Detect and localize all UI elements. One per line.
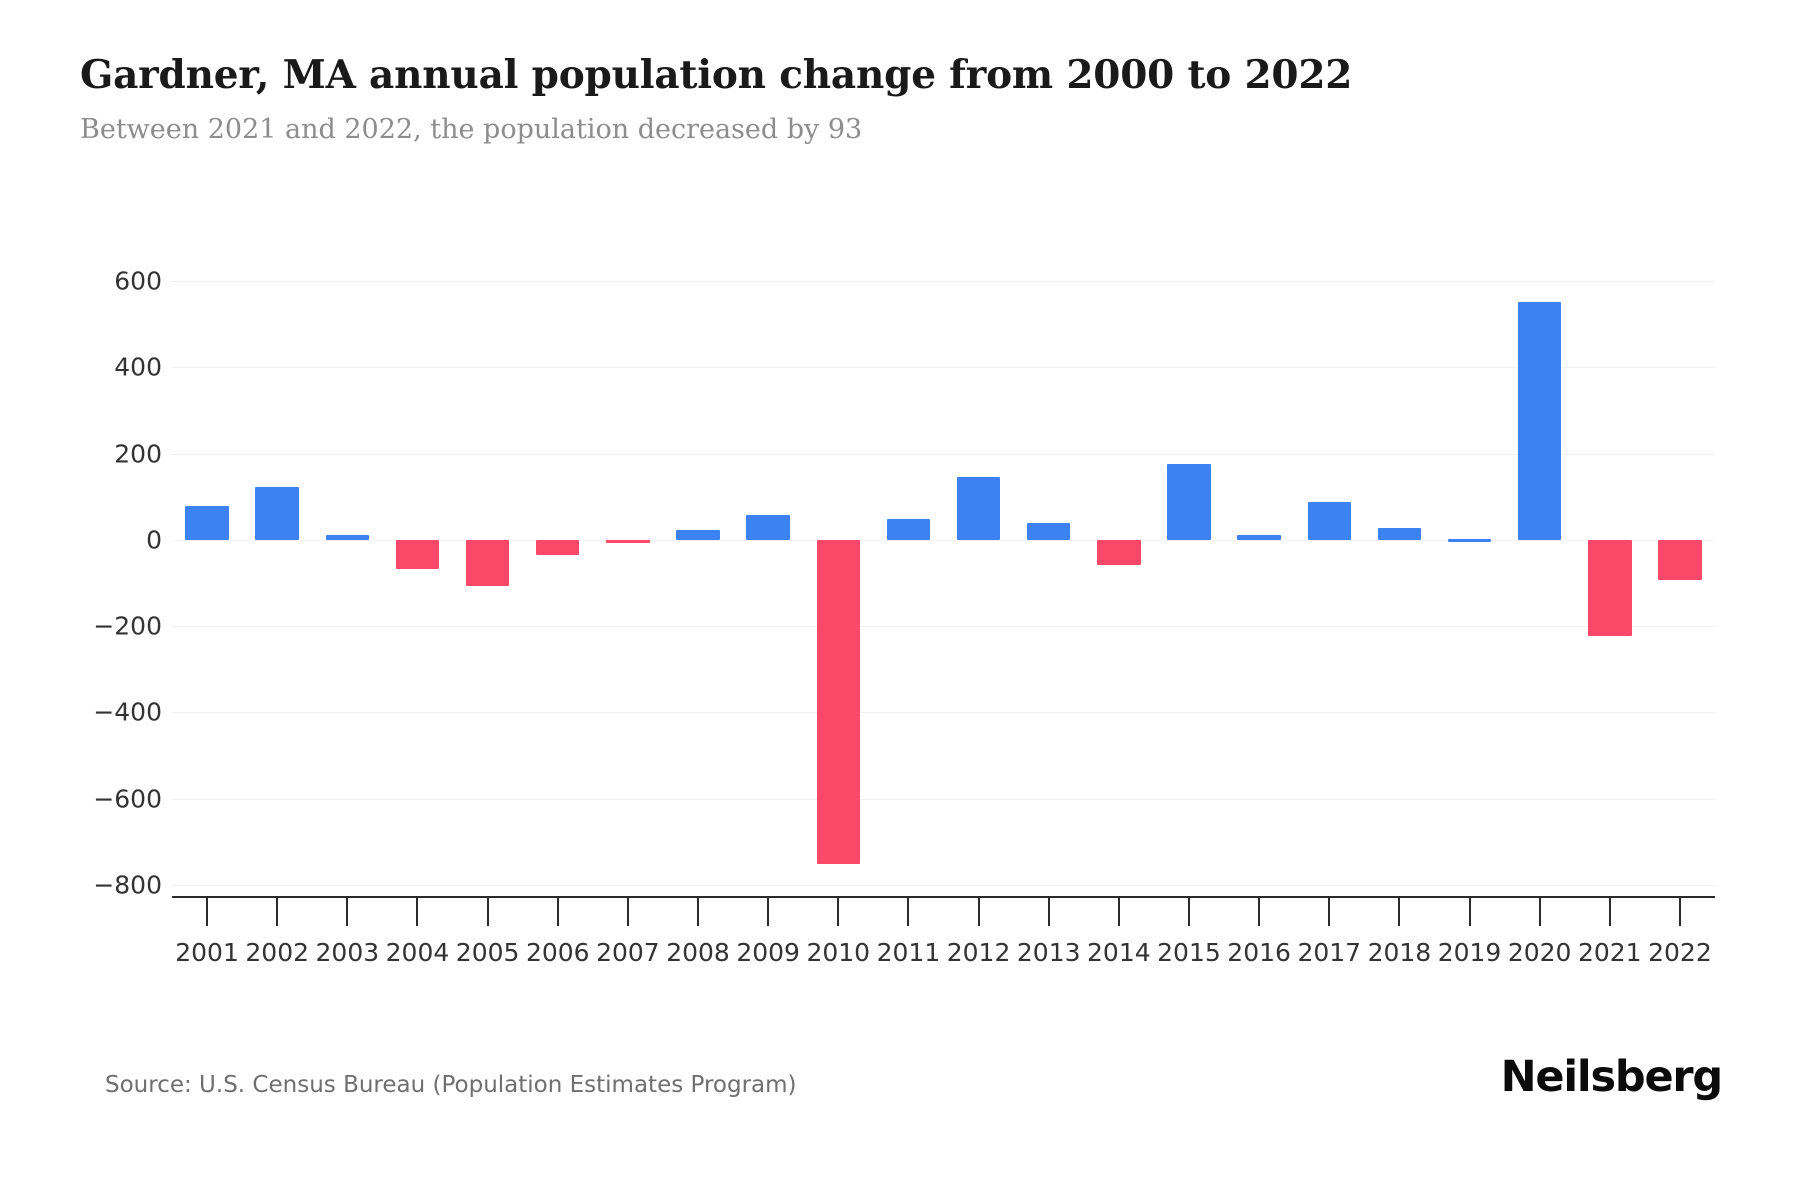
gridline-600 xyxy=(172,281,1715,282)
x-tickmark-2021 xyxy=(1608,898,1611,926)
bar-2017[interactable] xyxy=(1307,501,1351,540)
x-tickmark-2022 xyxy=(1678,898,1681,926)
y-tick-label: 600 xyxy=(114,266,162,296)
x-tickmark-2016 xyxy=(1258,898,1261,926)
x-tick-label-2010: 2010 xyxy=(806,938,871,967)
x-tick-label-2007: 2007 xyxy=(596,938,660,967)
x-tickmark-2013 xyxy=(1047,898,1050,926)
x-tick-label-2021: 2021 xyxy=(1577,938,1642,967)
x-tick-label-2011: 2011 xyxy=(876,938,941,967)
gridline--400 xyxy=(172,712,1715,714)
y-tick-label: 400 xyxy=(114,352,162,382)
x-tickmark-2005 xyxy=(486,898,489,926)
gridline--800 xyxy=(172,885,1715,886)
x-tickmark-2012 xyxy=(977,898,980,926)
gridline-200 xyxy=(172,453,1715,455)
x-tick-label-2015: 2015 xyxy=(1157,938,1221,967)
bar-2008[interactable] xyxy=(676,529,720,540)
x-tick-label-2017: 2017 xyxy=(1297,938,1362,967)
y-tick-label: −200 xyxy=(93,611,162,641)
bar-2014[interactable] xyxy=(1097,539,1141,565)
bar-2009[interactable] xyxy=(746,514,790,540)
bar-2001[interactable] xyxy=(185,506,229,540)
x-axis-labels: 2001 2002 2003 2004 2005 2006 2007 2008 2009 2010… xyxy=(172,938,1715,978)
bar-2021[interactable] xyxy=(1588,539,1632,636)
x-tickmark-2006 xyxy=(556,898,559,926)
x-tick-label-2001: 2001 xyxy=(175,938,239,967)
x-tickmark-2008 xyxy=(697,898,700,926)
bar-series xyxy=(172,0,1715,1200)
x-tick-label-2014: 2014 xyxy=(1087,938,1151,967)
bar-2018[interactable] xyxy=(1377,528,1422,540)
x-tick-label-2020: 2020 xyxy=(1507,938,1572,967)
x-tickmark-2020 xyxy=(1538,898,1541,926)
gridline-0 xyxy=(172,539,1715,541)
x-tickmark-2018 xyxy=(1398,898,1401,926)
x-tickmark-2011 xyxy=(907,898,910,926)
y-tick-label: 0 xyxy=(146,525,162,555)
brand-logo: Neilsberg xyxy=(1500,1052,1724,1102)
x-tick-label-2022: 2022 xyxy=(1648,938,1712,967)
x-tick-label-2002: 2002 xyxy=(245,938,310,967)
x-axis-line xyxy=(172,896,1715,898)
bar-2007[interactable] xyxy=(606,539,650,543)
source-note: Source: U.S. Census Bureau (Population E… xyxy=(105,1072,797,1098)
x-tick-label-2018: 2018 xyxy=(1367,938,1432,967)
bar-2011[interactable] xyxy=(886,519,931,540)
gridline-400 xyxy=(172,367,1715,369)
x-tick-label-2012: 2012 xyxy=(946,938,1011,967)
bar-2004[interactable] xyxy=(395,539,440,569)
x-tickmark-2015 xyxy=(1187,898,1190,926)
x-tick-label-2013: 2013 xyxy=(1016,938,1081,967)
gridline--200 xyxy=(172,626,1715,628)
chart-header: Gardner, MA annual population change fro… xyxy=(80,52,1720,145)
bar-2012[interactable] xyxy=(956,477,1001,540)
bar-2015[interactable] xyxy=(1167,464,1211,540)
bar-2019[interactable] xyxy=(1447,538,1492,542)
x-tickmark-2009 xyxy=(767,898,770,926)
gridline--600 xyxy=(172,798,1715,800)
x-tick-label-2006: 2006 xyxy=(525,938,590,967)
x-tickmark-2010 xyxy=(837,898,840,926)
x-tick-label-2004: 2004 xyxy=(385,938,450,967)
x-tick-label-2005: 2005 xyxy=(455,938,520,967)
bar-2016[interactable] xyxy=(1237,534,1281,540)
x-tickmark-2019 xyxy=(1468,898,1471,926)
x-tickmark-2001 xyxy=(206,898,209,926)
bar-2020[interactable] xyxy=(1517,301,1562,540)
bar-2013[interactable] xyxy=(1026,523,1071,540)
x-tick-label-2019: 2019 xyxy=(1437,938,1502,967)
x-tickmark-2003 xyxy=(346,898,349,926)
page-title: Gardner, MA annual population change fro… xyxy=(80,52,1353,98)
x-tick-label-2008: 2008 xyxy=(666,938,730,967)
bar-2010[interactable] xyxy=(816,539,861,865)
chart-subtitle: Between 2021 and 2022, the population de… xyxy=(80,114,863,145)
bar-2006[interactable] xyxy=(536,539,580,555)
x-tickmark-2004 xyxy=(416,898,419,926)
x-tick-label-2016: 2016 xyxy=(1227,938,1291,967)
y-tick-label: −800 xyxy=(93,870,162,900)
x-tick-label-2009: 2009 xyxy=(736,938,800,967)
x-tickmark-2014 xyxy=(1117,898,1120,926)
y-tick-label: −400 xyxy=(93,697,162,727)
bar-2005[interactable] xyxy=(465,539,510,586)
bar-2003[interactable] xyxy=(325,534,370,540)
x-tickmark-2007 xyxy=(626,898,629,926)
x-axis-tickmarks xyxy=(172,898,1715,928)
x-tickmark-2002 xyxy=(276,898,279,926)
y-tick-label: 200 xyxy=(114,439,162,469)
bar-2022[interactable] xyxy=(1658,539,1702,580)
bar-2002[interactable] xyxy=(255,487,299,540)
x-tickmark-2017 xyxy=(1328,898,1331,926)
y-gridlines xyxy=(172,0,1715,1200)
y-tick-label: −600 xyxy=(93,784,162,814)
x-tick-label-2003: 2003 xyxy=(315,938,380,967)
